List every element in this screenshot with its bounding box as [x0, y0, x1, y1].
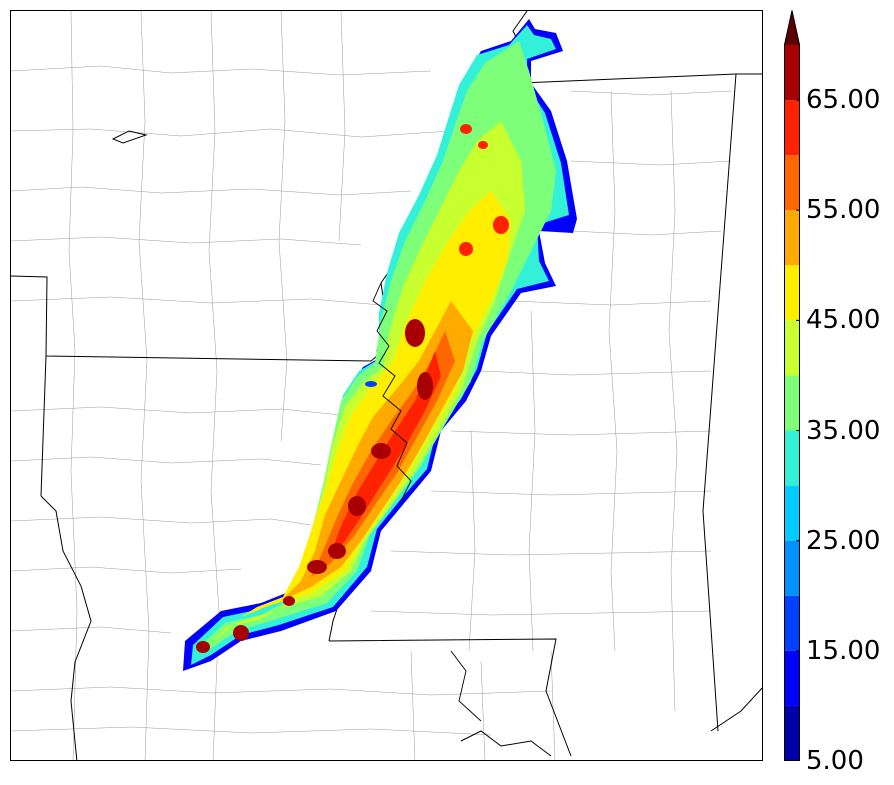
colorbar-segment [784, 650, 800, 706]
colorbar-segment [784, 45, 800, 101]
reflectivity-swath [183, 19, 577, 671]
river-lines [372, 282, 482, 722]
colorbar-tick-label: 55.00 [806, 195, 881, 226]
colorbar-tick-label: 15.00 [806, 635, 881, 666]
colorbar-segment [784, 375, 800, 431]
colorbar [784, 10, 800, 761]
contour-band-70-cells [196, 319, 433, 653]
county-boundaries [11, 11, 732, 760]
colorbar-tick-label: 45.00 [806, 305, 881, 336]
colorbar-segment [784, 100, 800, 156]
colorbar-segment [784, 595, 800, 651]
colorbar-segment [784, 155, 800, 211]
colorbar-segment [784, 430, 800, 486]
colorbar-segment [784, 485, 800, 541]
secondary-cells [459, 124, 509, 256]
map-panel [10, 10, 763, 761]
reflectivity-map [11, 11, 762, 760]
weak-echo-spot [365, 381, 377, 387]
colorbar-tick-label: 25.00 [806, 525, 881, 556]
colorbar-segment [784, 320, 800, 376]
colorbar-tick-label: 5.00 [806, 746, 864, 776]
colorbar-tick-label: 35.00 [806, 415, 881, 446]
colorbar-segment [784, 705, 800, 761]
colorbar-extend-arrow [784, 10, 800, 45]
colorbar-segment [784, 210, 800, 266]
contour-band-50 [241, 191, 511, 617]
colorbar-segment [784, 540, 800, 596]
colorbar-segment [784, 265, 800, 321]
colorbar-tick-label: 65.00 [806, 85, 881, 116]
